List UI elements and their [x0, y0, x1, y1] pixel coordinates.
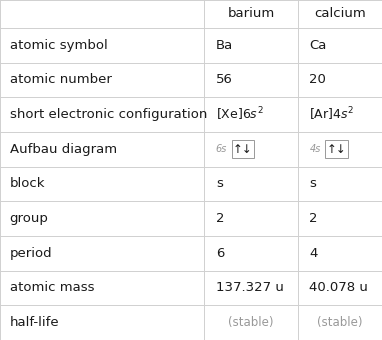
Text: group: group — [10, 212, 49, 225]
Text: ↑↓: ↑↓ — [327, 143, 346, 156]
Text: s: s — [309, 177, 316, 190]
Text: 4: 4 — [309, 247, 318, 260]
Text: short electronic configuration: short electronic configuration — [10, 108, 207, 121]
Text: 40.078 u: 40.078 u — [309, 282, 368, 294]
Text: 2: 2 — [216, 212, 224, 225]
Text: 6: 6 — [216, 247, 224, 260]
Text: barium: barium — [228, 7, 275, 20]
Text: 137.327 u: 137.327 u — [216, 282, 284, 294]
Text: 6s: 6s — [216, 144, 227, 154]
Text: Ba: Ba — [216, 39, 233, 52]
Text: $\mathregular{[Xe]6}s^{2}$: $\mathregular{[Xe]6}s^{2}$ — [216, 106, 264, 123]
Text: period: period — [10, 247, 52, 260]
Text: atomic number: atomic number — [10, 73, 112, 86]
Text: atomic mass: atomic mass — [10, 282, 94, 294]
Text: atomic symbol: atomic symbol — [10, 39, 107, 52]
Text: Aufbau diagram: Aufbau diagram — [10, 143, 117, 156]
Text: Ca: Ca — [309, 39, 327, 52]
Text: 56: 56 — [216, 73, 233, 86]
Text: calcium: calcium — [314, 7, 366, 20]
Text: s: s — [216, 177, 223, 190]
Text: $\mathregular{[Ar]4}s^{2}$: $\mathregular{[Ar]4}s^{2}$ — [309, 106, 354, 123]
Text: 2: 2 — [309, 212, 318, 225]
Text: half-life: half-life — [10, 316, 59, 329]
Text: 20: 20 — [309, 73, 326, 86]
Text: (stable): (stable) — [228, 316, 274, 329]
Text: ↑↓: ↑↓ — [233, 143, 253, 156]
Text: block: block — [10, 177, 45, 190]
Text: 4s: 4s — [309, 144, 321, 154]
Text: (stable): (stable) — [317, 316, 363, 329]
